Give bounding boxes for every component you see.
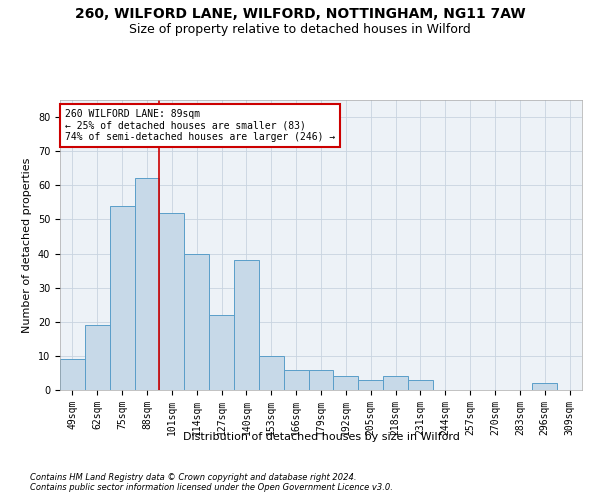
Bar [408,380,433,390]
Text: Contains HM Land Registry data © Crown copyright and database right 2024.: Contains HM Land Registry data © Crown c… [30,472,356,482]
Bar [234,260,259,390]
Bar [259,356,284,390]
Bar [209,315,234,390]
Bar [160,212,184,390]
Bar [532,383,557,390]
Bar [383,376,408,390]
Bar [284,370,308,390]
Bar [60,360,85,390]
Bar [308,370,334,390]
Bar [110,206,134,390]
Text: Distribution of detached houses by size in Wilford: Distribution of detached houses by size … [182,432,460,442]
Text: Size of property relative to detached houses in Wilford: Size of property relative to detached ho… [129,22,471,36]
Text: Contains public sector information licensed under the Open Government Licence v3: Contains public sector information licen… [30,482,393,492]
Text: 260 WILFORD LANE: 89sqm
← 25% of detached houses are smaller (83)
74% of semi-de: 260 WILFORD LANE: 89sqm ← 25% of detache… [65,108,335,142]
Bar [334,376,358,390]
Bar [134,178,160,390]
Bar [85,325,110,390]
Text: 260, WILFORD LANE, WILFORD, NOTTINGHAM, NG11 7AW: 260, WILFORD LANE, WILFORD, NOTTINGHAM, … [74,8,526,22]
Bar [184,254,209,390]
Bar [358,380,383,390]
Y-axis label: Number of detached properties: Number of detached properties [22,158,32,332]
